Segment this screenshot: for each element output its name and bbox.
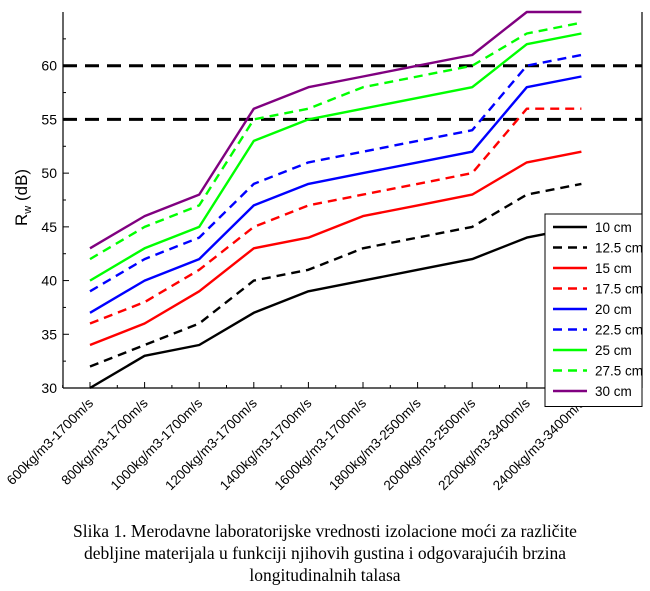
y-tick-label: 45 <box>41 219 57 235</box>
x-tick-label: 1600kg/m3-1700m/s <box>271 395 369 493</box>
series-lines <box>89 10 582 390</box>
caption-line-1: Slika 1. Merodavne laboratorijske vredno… <box>73 521 577 541</box>
x-tick-label: 2000kg/m3-2500m/s <box>381 395 479 493</box>
series-line-20cm <box>89 75 582 314</box>
legend-label: 12.5 cm <box>595 241 643 256</box>
caption-line-3: longitudinalnih talasa <box>249 565 401 585</box>
legend-label: 17.5 cm <box>595 282 643 297</box>
legend-label: 25 cm <box>595 343 632 358</box>
x-tick-label: 1000kg/m3-1700m/s <box>108 395 206 493</box>
series-line-12-5cm <box>89 182 582 368</box>
legend-label: 27.5 cm <box>595 364 643 379</box>
series-line-22-5cm <box>89 53 582 293</box>
legend-label: 15 cm <box>595 261 632 276</box>
x-tick-label: 1200kg/m3-1700m/s <box>162 395 260 493</box>
y-tick-label: 50 <box>41 165 57 181</box>
legend-label: 10 cm <box>595 220 632 235</box>
x-tick-label: 2200kg/m3-3400m/s <box>435 395 533 493</box>
y-tick-label: 40 <box>41 273 57 289</box>
x-tick-label: 1400kg/m3-1700m/s <box>217 395 315 493</box>
series-line-30cm <box>89 10 582 250</box>
series-line-10cm <box>89 225 582 390</box>
legend: 10 cm 12.5 cm 15 cm 17.5 cm 20 cm 22.5 cm 25 c… <box>544 213 643 407</box>
legend-label: 22.5 cm <box>595 323 643 338</box>
caption-line-2: debljine materijala u funkciji njihovih … <box>83 543 567 563</box>
y-axis-title: Rw (dB) <box>12 169 34 226</box>
figure-caption: Slika 1. Merodavne laboratorijske vredno… <box>0 520 650 586</box>
series-line-25cm <box>89 32 582 282</box>
y-tick-label: 60 <box>41 58 57 74</box>
legend-box <box>544 213 643 407</box>
series-line-15cm <box>89 150 582 347</box>
y-tick-label: 55 <box>41 111 57 127</box>
y-tick-label: 30 <box>41 380 57 396</box>
series-line-27-5cm <box>89 21 582 261</box>
y-tick-label: 35 <box>41 326 57 342</box>
x-tick-label: 1800kg/m3-2500m/s <box>326 395 424 493</box>
x-tick-label: 2400kg/m3-3400m/s <box>490 395 588 493</box>
legend-label: 20 cm <box>595 302 632 317</box>
y-axis-label: Rw (dB) <box>12 169 34 226</box>
reference-lines <box>63 64 642 121</box>
chart: 30354045505560600kg/m3-1700m/s800kg/m3-1… <box>4 10 643 493</box>
legend-label: 30 cm <box>595 384 632 399</box>
series-line-17-5cm <box>89 107 582 325</box>
